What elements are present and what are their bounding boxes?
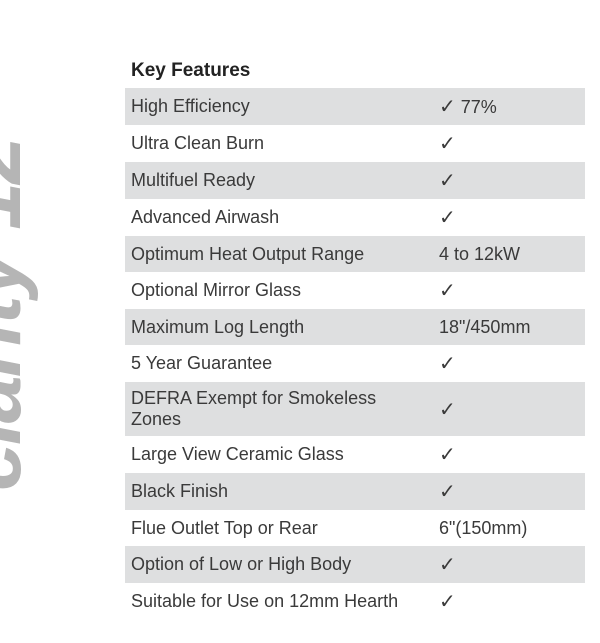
feature-value: ✓ <box>435 382 585 436</box>
feature-value: ✓ <box>435 473 585 510</box>
table-row: Black Finish✓ <box>125 473 585 510</box>
check-icon: ✓ <box>439 479 456 504</box>
feature-value: ✓ <box>435 583 585 620</box>
table-row: Suitable for Use on 12mm Hearth✓ <box>125 583 585 620</box>
check-icon: ✓ <box>439 278 456 303</box>
feature-label: Flue Outlet Top or Rear <box>125 510 435 546</box>
table-row: DEFRA Exempt for Smokeless Zones✓ <box>125 382 585 436</box>
table-row: 5 Year Guarantee✓ <box>125 345 585 382</box>
feature-value: 6"(150mm) <box>435 510 585 546</box>
table-row: Large View Ceramic Glass✓ <box>125 436 585 473</box>
check-icon: ✓ <box>439 131 456 156</box>
feature-label: Multifuel Ready <box>125 162 435 199</box>
feature-value: ✓ <box>435 546 585 583</box>
table-row: Maximum Log Length18"/450mm <box>125 309 585 345</box>
table-row: Flue Outlet Top or Rear6"(150mm) <box>125 510 585 546</box>
feature-value: ✓ <box>435 162 585 199</box>
feature-value-text: 77% <box>456 97 497 117</box>
feature-label: Maximum Log Length <box>125 309 435 345</box>
check-icon: ✓ <box>439 552 456 577</box>
table-row: Optional Mirror Glass✓ <box>125 272 585 309</box>
check-icon: ✓ <box>439 168 456 193</box>
feature-value: ✓ <box>435 345 585 382</box>
feature-value: ✓ <box>435 199 585 236</box>
feature-label: DEFRA Exempt for Smokeless Zones <box>125 382 435 436</box>
feature-label: Optional Mirror Glass <box>125 272 435 309</box>
feature-label: Option of Low or High Body <box>125 546 435 583</box>
feature-label: Ultra Clean Burn <box>125 125 435 162</box>
product-name-vertical: clarity 12 <box>0 138 41 491</box>
feature-value: 18"/450mm <box>435 309 585 345</box>
feature-value: ✓ <box>435 436 585 473</box>
feature-value-text: 4 to 12kW <box>439 244 520 264</box>
table-row: Multifuel Ready✓ <box>125 162 585 199</box>
feature-value: ✓ 77% <box>435 88 585 125</box>
check-icon: ✓ <box>439 589 456 614</box>
feature-label: Advanced Airwash <box>125 199 435 236</box>
check-icon: ✓ <box>439 442 456 467</box>
feature-value-text: 6"(150mm) <box>439 518 527 538</box>
feature-label: Optimum Heat Output Range <box>125 236 435 272</box>
feature-label: Black Finish <box>125 473 435 510</box>
table-row: Option of Low or High Body✓ <box>125 546 585 583</box>
check-icon: ✓ <box>439 351 456 376</box>
table-row: High Efficiency✓ 77% <box>125 88 585 125</box>
check-icon: ✓ <box>439 205 456 230</box>
features-heading: Key Features <box>125 60 585 82</box>
check-icon: ✓ <box>439 397 456 422</box>
feature-value-text: 18"/450mm <box>439 317 530 337</box>
check-icon: ✓ <box>439 94 456 119</box>
table-row: Advanced Airwash✓ <box>125 199 585 236</box>
table-row: Optimum Heat Output Range4 to 12kW <box>125 236 585 272</box>
feature-label: Suitable for Use on 12mm Hearth <box>125 583 435 620</box>
feature-label: Large View Ceramic Glass <box>125 436 435 473</box>
feature-value: 4 to 12kW <box>435 236 585 272</box>
features-table: High Efficiency✓ 77%Ultra Clean Burn✓Mul… <box>125 88 585 620</box>
feature-value: ✓ <box>435 272 585 309</box>
feature-value: ✓ <box>435 125 585 162</box>
feature-label: High Efficiency <box>125 88 435 125</box>
table-row: Ultra Clean Burn✓ <box>125 125 585 162</box>
features-panel: Key Features High Efficiency✓ 77%Ultra C… <box>125 60 585 620</box>
feature-label: 5 Year Guarantee <box>125 345 435 382</box>
